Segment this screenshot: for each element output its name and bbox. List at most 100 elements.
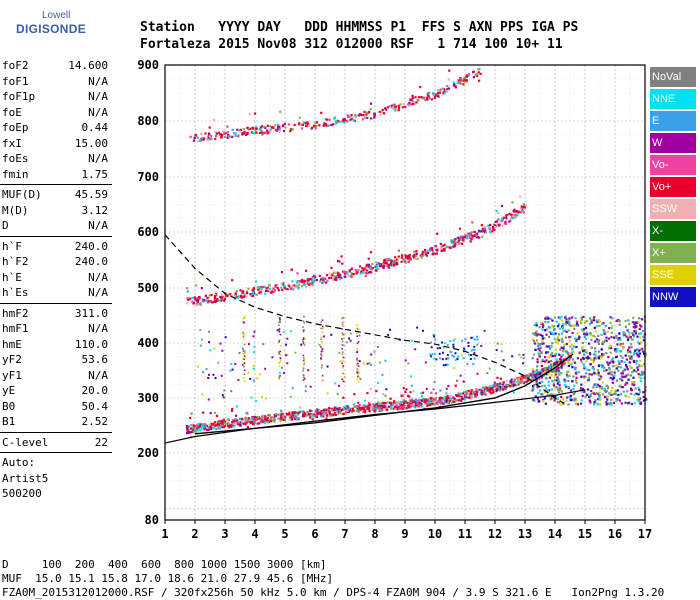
echo-point	[237, 378, 240, 381]
echo-point	[624, 325, 627, 328]
echo-point	[443, 243, 446, 247]
echo-point	[295, 416, 298, 419]
echo-point	[339, 410, 342, 413]
echo-point	[589, 394, 592, 398]
echo-point	[495, 209, 498, 213]
echo-point	[588, 342, 591, 345]
echo-point	[522, 353, 525, 356]
echo-point	[367, 257, 370, 260]
echo-point	[505, 217, 508, 220]
echo-point	[302, 367, 305, 370]
echo-point	[460, 242, 464, 245]
echo-point	[385, 261, 388, 264]
echo-point	[230, 390, 233, 393]
echo-point	[615, 379, 619, 382]
echo-point	[587, 377, 590, 380]
echo-point	[320, 321, 323, 323]
echo-point	[585, 356, 588, 359]
echo-point	[611, 325, 614, 328]
echo-point	[302, 354, 305, 357]
echo-point	[374, 407, 378, 410]
echo-point	[289, 130, 292, 133]
echo-point	[215, 414, 219, 417]
param-value: 0.44	[81, 121, 109, 134]
echo-point	[585, 331, 589, 334]
echo-point	[307, 124, 311, 127]
echo-point	[404, 405, 408, 408]
echo-point	[424, 403, 427, 406]
echo-point	[456, 241, 459, 244]
echo-point	[384, 402, 387, 405]
echo-point	[196, 299, 200, 302]
echo-point	[424, 398, 427, 402]
echo-point	[368, 410, 371, 413]
echo-point	[592, 361, 595, 364]
echo-point	[414, 257, 417, 260]
echo-point	[609, 393, 612, 396]
echo-point	[538, 326, 541, 329]
echo-point	[620, 372, 623, 375]
echo-point	[238, 423, 241, 427]
echo-point	[186, 431, 189, 435]
echo-point	[444, 247, 447, 250]
echo-point	[580, 316, 583, 319]
echo-point	[608, 372, 611, 375]
echo-point	[508, 220, 511, 223]
echo-point	[348, 268, 351, 272]
echo-point	[332, 278, 335, 281]
echo-point	[261, 131, 264, 134]
echo-point	[562, 347, 565, 350]
echo-point	[554, 367, 557, 370]
echo-point	[616, 338, 620, 341]
echo-point	[281, 366, 284, 369]
echo-point	[536, 361, 539, 364]
echo-point	[510, 213, 513, 216]
echo-point	[545, 368, 548, 371]
echo-point	[259, 421, 262, 424]
echo-point	[558, 364, 561, 367]
echo-point	[623, 332, 626, 335]
echo-point	[627, 319, 630, 322]
echo-point	[222, 130, 225, 133]
legend-item-vo-minus: Vo-	[650, 155, 696, 175]
echo-point	[357, 364, 359, 366]
echo-point	[577, 337, 581, 340]
echo-point	[232, 422, 235, 425]
echo-point	[426, 249, 429, 252]
echo-point	[211, 301, 214, 304]
echo-point	[277, 128, 280, 131]
echo-point	[467, 341, 470, 344]
echo-point	[348, 115, 351, 118]
param-label: C-level	[2, 435, 49, 449]
echo-point	[356, 342, 359, 345]
echo-point	[592, 392, 595, 395]
echo-point	[414, 348, 417, 351]
echo-point	[443, 400, 447, 403]
echo-point	[440, 396, 443, 400]
echo-point	[272, 417, 275, 420]
echo-point	[613, 374, 616, 377]
echo-point	[282, 416, 285, 420]
echo-point	[357, 371, 360, 373]
echo-point	[573, 324, 576, 327]
param-value: N/A	[88, 152, 108, 165]
echo-point	[436, 401, 439, 404]
echo-point	[219, 342, 222, 345]
echo-point	[380, 402, 383, 405]
echo-point	[579, 319, 583, 323]
echo-point	[563, 316, 567, 319]
echo-point	[540, 364, 543, 368]
echo-point	[434, 245, 437, 248]
echo-point	[335, 276, 338, 280]
echo-point	[491, 230, 494, 233]
echo-point	[460, 392, 463, 395]
echo-point	[235, 295, 238, 299]
echo-point	[345, 341, 348, 344]
echo-point	[640, 325, 643, 328]
echo-point	[446, 343, 449, 346]
echo-point	[243, 343, 246, 346]
echo-point	[319, 280, 322, 283]
echo-point	[314, 276, 317, 279]
echo-point	[416, 257, 419, 261]
echo-point	[426, 401, 429, 404]
